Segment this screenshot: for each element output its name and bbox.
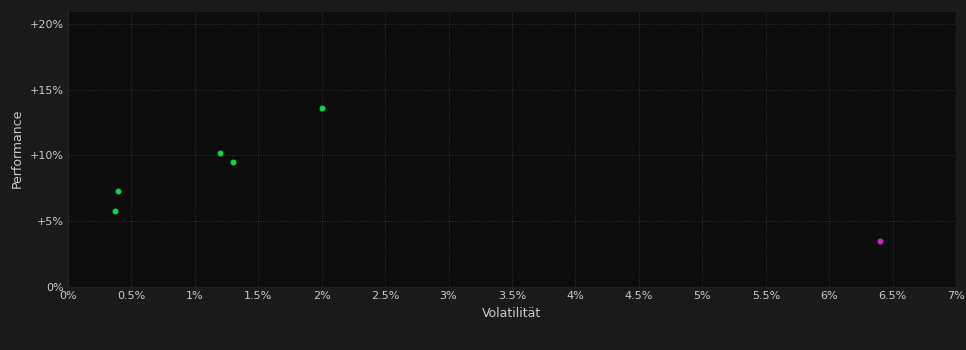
Point: [107, 208, 123, 213]
X-axis label: Volatilität: Volatilität: [482, 307, 542, 320]
Point: [225, 159, 241, 165]
Point: [213, 150, 228, 155]
Y-axis label: Performance: Performance: [11, 109, 24, 188]
Point: [872, 238, 888, 244]
Point: [111, 188, 127, 194]
Point: [314, 105, 329, 111]
